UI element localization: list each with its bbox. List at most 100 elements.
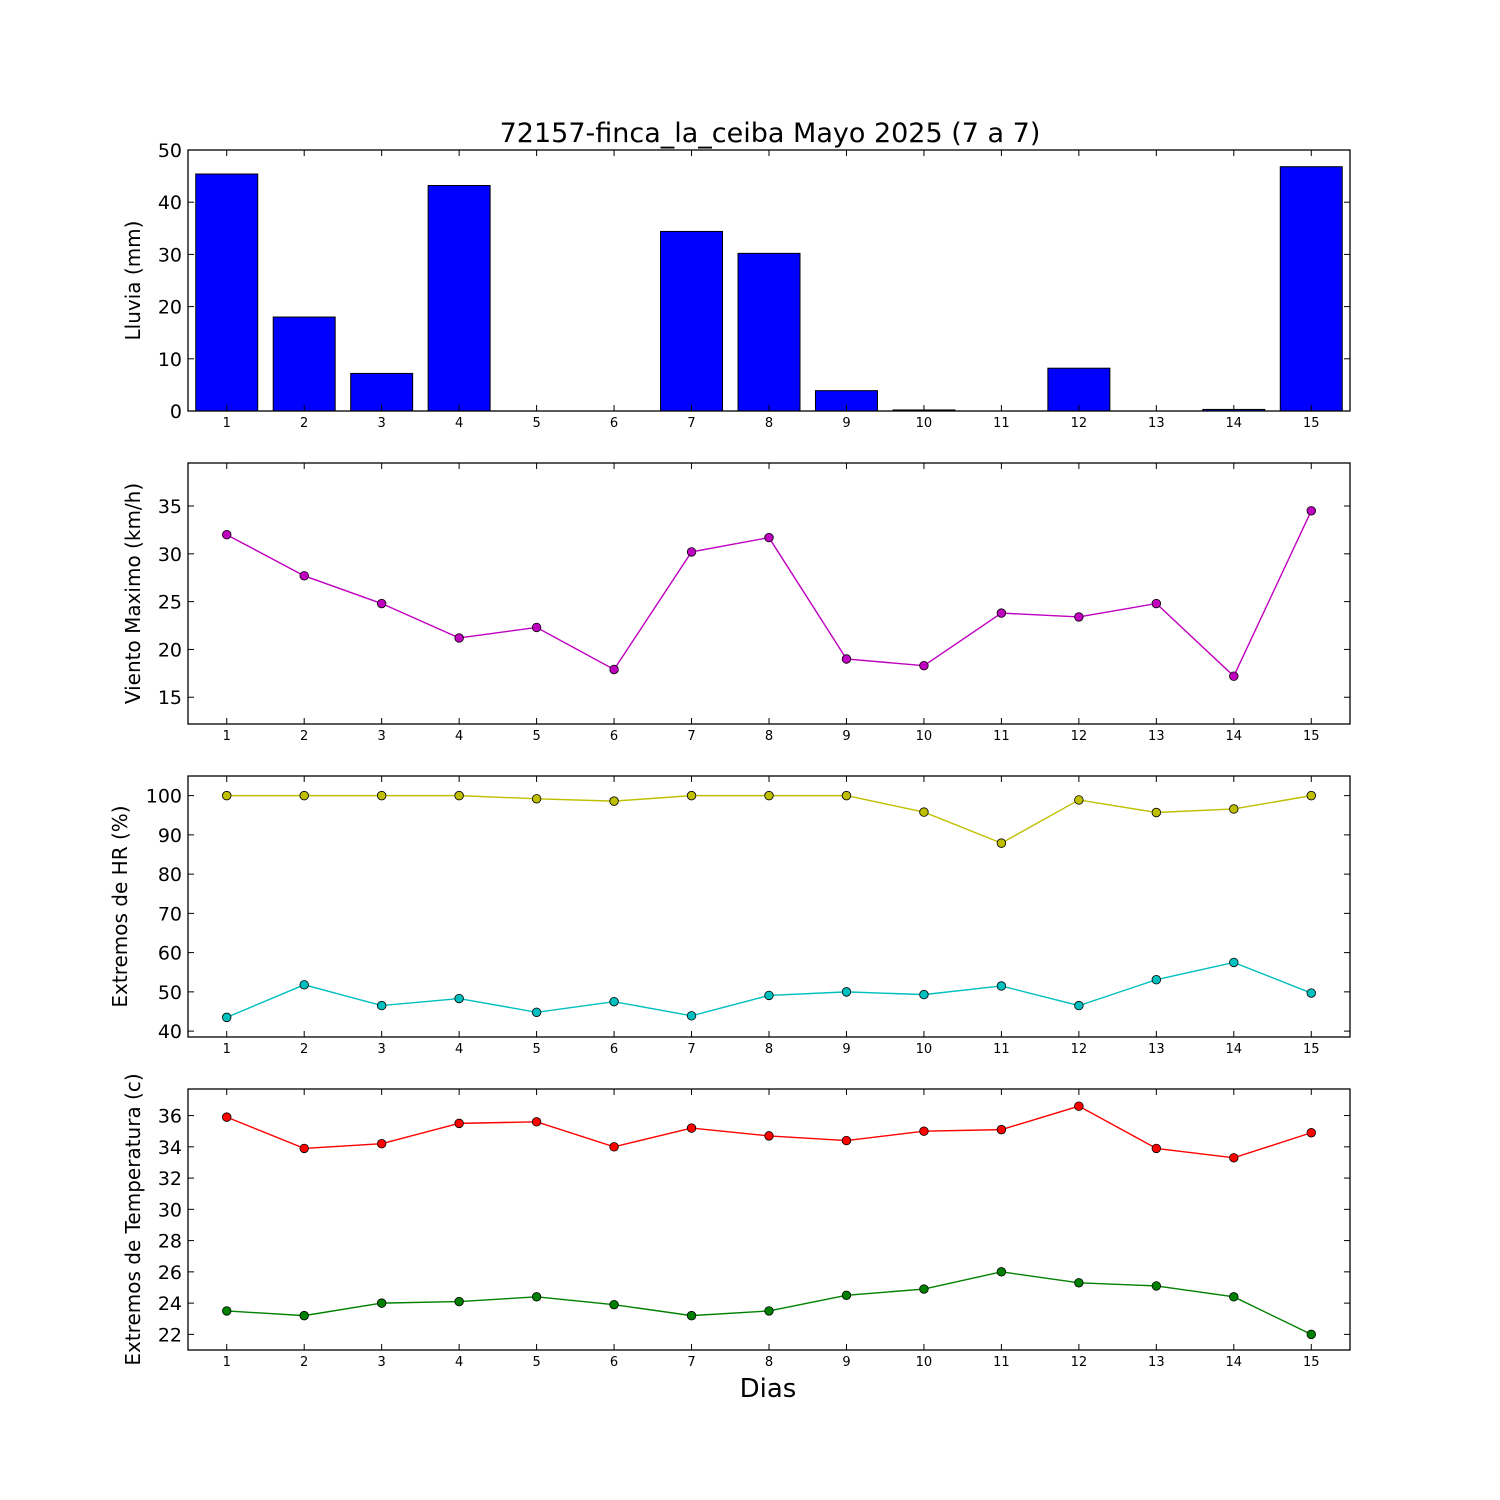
x-tick-label: 6	[610, 416, 618, 431]
x-axis-label: Dias	[740, 1374, 797, 1404]
y-tick-label: 34	[158, 1137, 182, 1159]
x-tick-label: 12	[1071, 1042, 1088, 1057]
bar-day-15	[1279, 166, 1343, 412]
x-tick-label: 15	[1303, 729, 1320, 744]
x-tick-label: 4	[455, 729, 463, 744]
bar-day-8	[737, 252, 801, 412]
point-s1-day-12	[1074, 795, 1084, 805]
point-s1-day-6	[609, 664, 619, 675]
x-tick-label: 1	[223, 729, 231, 744]
point-s2-day-3	[376, 1000, 387, 1011]
y-tick-label: 25	[158, 592, 182, 614]
point-s2-day-3	[376, 1298, 387, 1308]
point-s1-day-3	[376, 790, 387, 801]
point-s2-day-12	[1074, 1278, 1084, 1288]
axes-frame	[187, 462, 1351, 725]
x-tick-label: 6	[610, 1355, 618, 1370]
y-tick-label: 26	[158, 1262, 182, 1284]
point-s2-day-10	[919, 989, 929, 1000]
y-tick-label: 100	[146, 786, 182, 808]
x-tick-label: 2	[300, 416, 308, 431]
bar-day-3	[350, 372, 414, 412]
point-s2-day-5	[531, 1292, 542, 1302]
point-s1-day-7	[686, 547, 697, 557]
x-tick-label: 10	[916, 1042, 933, 1057]
x-tick-label: 1	[223, 1042, 231, 1057]
point-s1-day-4	[454, 790, 464, 801]
point-s1-day-7	[686, 790, 697, 801]
bar-day-12	[1047, 367, 1111, 412]
point-s1-day-13	[1151, 1143, 1162, 1154]
point-s1-day-9	[841, 1135, 852, 1146]
point-s2-day-1	[222, 1306, 232, 1316]
x-tick-label: 8	[765, 1355, 773, 1370]
point-s1-day-3	[376, 1139, 387, 1149]
point-s1-day-11	[996, 608, 1007, 618]
point-s1-day-4	[454, 633, 464, 643]
point-s2-day-6	[609, 996, 619, 1007]
x-tick-label: 2	[300, 1042, 308, 1057]
x-tick-label: 12	[1071, 1355, 1088, 1370]
x-tick-label: 5	[532, 729, 540, 744]
point-s2-day-7	[686, 1310, 697, 1321]
y-axis-label: Viento Maximo (km/h)	[121, 483, 145, 704]
point-s1-day-10	[919, 660, 929, 671]
y-axis-label: Lluvia (mm)	[121, 221, 145, 341]
x-tick-label: 15	[1303, 416, 1320, 431]
point-s2-day-13	[1151, 974, 1162, 985]
point-s1-day-8	[764, 532, 774, 543]
y-tick-label: 70	[158, 903, 182, 925]
x-tick-label: 5	[532, 1042, 540, 1057]
point-s2-day-7	[686, 1011, 697, 1021]
y-tick-label: 40	[158, 192, 182, 214]
x-tick-label: 7	[687, 1042, 695, 1057]
x-tick-label: 3	[378, 1355, 386, 1370]
point-s1-day-1	[222, 530, 232, 540]
point-s1-day-13	[1151, 598, 1162, 609]
x-tick-label: 5	[532, 416, 540, 431]
point-s2-day-1	[222, 1012, 232, 1023]
y-tick-label: 90	[158, 825, 182, 847]
point-s1-day-2	[299, 1143, 309, 1154]
x-tick-label: 3	[378, 416, 386, 431]
point-s1-day-14	[1229, 671, 1239, 681]
point-s2-day-11	[996, 981, 1007, 991]
x-tick-label: 11	[993, 1042, 1010, 1057]
x-tick-label: 13	[1148, 729, 1165, 744]
point-s1-day-9	[841, 654, 852, 664]
point-s1-day-4	[454, 1118, 464, 1129]
point-s2-day-6	[609, 1299, 619, 1310]
x-tick-label: 2	[300, 1355, 308, 1370]
x-tick-label: 11	[993, 729, 1010, 744]
point-s1-day-14	[1229, 804, 1239, 814]
point-s2-day-15	[1306, 1329, 1316, 1340]
point-s1-day-15	[1306, 506, 1316, 516]
x-tick-label: 2	[300, 729, 308, 744]
bar-day-2	[272, 316, 336, 412]
y-tick-label: 60	[158, 943, 182, 965]
point-s2-day-11	[996, 1267, 1007, 1277]
x-tick-label: 10	[916, 416, 933, 431]
point-s2-day-15	[1306, 988, 1316, 998]
y-tick-label: 32	[158, 1168, 182, 1190]
point-s2-day-2	[299, 1310, 309, 1321]
x-tick-label: 9	[842, 416, 850, 431]
y-tick-label: 0	[170, 401, 182, 423]
point-s1-day-3	[376, 598, 387, 609]
x-tick-label: 3	[378, 729, 386, 744]
x-tick-label: 1	[223, 416, 231, 431]
x-tick-label: 10	[916, 729, 933, 744]
point-s1-day-12	[1074, 1101, 1084, 1111]
y-tick-label: 10	[158, 349, 182, 371]
series-line-1	[226, 794, 1312, 844]
point-s1-day-9	[841, 790, 852, 801]
bar-day-4	[427, 184, 491, 412]
x-tick-label: 14	[1226, 729, 1243, 744]
point-s1-day-8	[764, 790, 774, 801]
point-s1-day-13	[1151, 807, 1162, 818]
x-tick-label: 12	[1071, 416, 1088, 431]
point-s1-day-15	[1306, 1128, 1316, 1138]
